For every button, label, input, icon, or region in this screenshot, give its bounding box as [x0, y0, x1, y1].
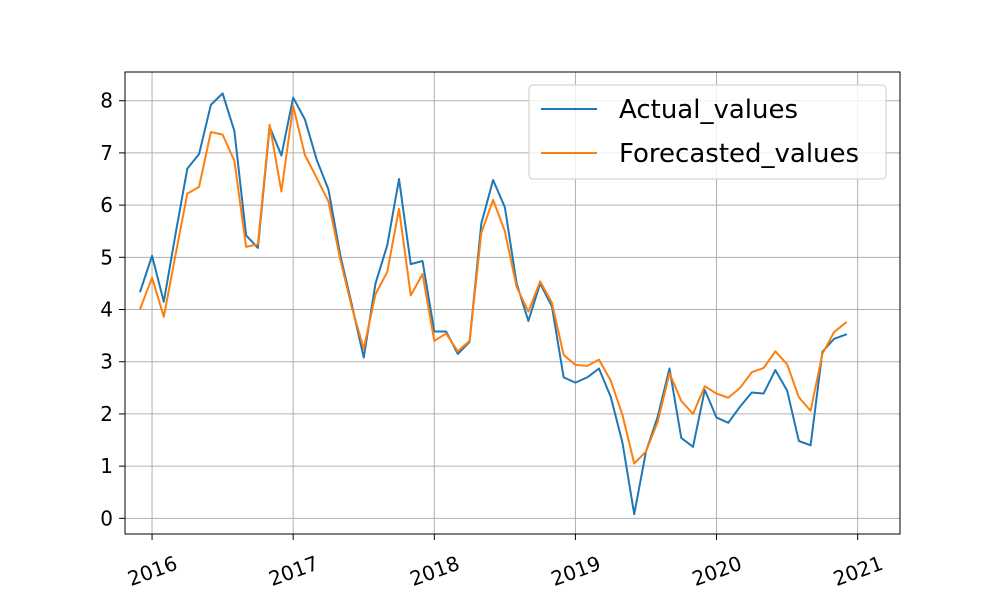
legend: Actual_values Forecasted_values: [528, 84, 887, 180]
y-tick-label: 3: [100, 350, 113, 374]
legend-label: Forecasted_values: [619, 139, 859, 169]
y-tick-label: 7: [100, 141, 113, 165]
series-line-forecasted-values: [138, 104, 848, 465]
series-lines: [138, 92, 848, 516]
y-tick-label: 8: [100, 89, 113, 113]
y-tick-label: 2: [100, 402, 113, 426]
y-tick-label: 6: [100, 193, 113, 217]
series-line-actual-values: [139, 92, 848, 516]
grid: [125, 72, 900, 534]
plot-frame: [124, 71, 901, 535]
y-tick-label: 1: [100, 454, 113, 478]
y-tick-label: 5: [100, 245, 113, 269]
legend-label: Actual_values: [619, 95, 798, 125]
y-tick-label: 0: [100, 506, 113, 530]
legend-box: [528, 84, 887, 180]
y-tick-label: 4: [100, 298, 113, 322]
